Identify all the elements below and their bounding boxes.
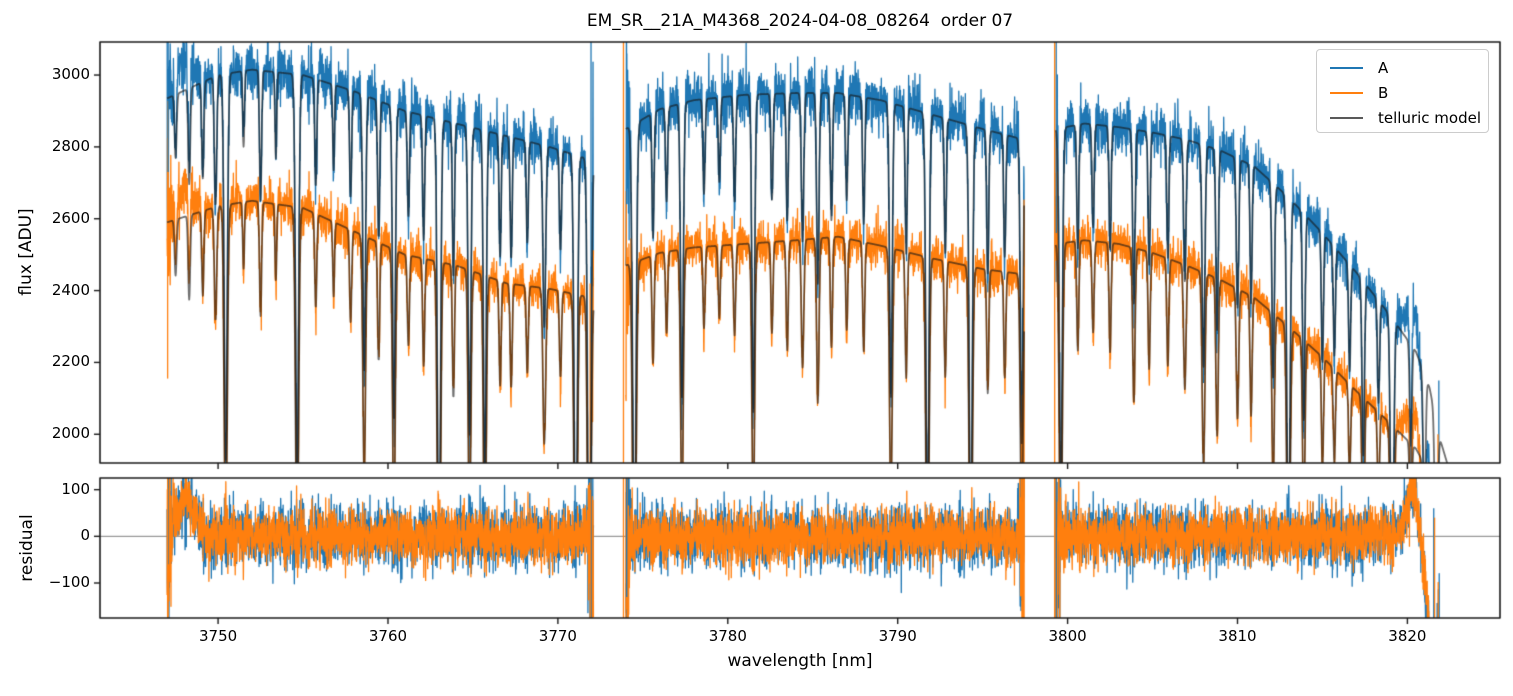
residual-y-tick-label: 0 — [80, 526, 90, 545]
legend-line-sample-telluric — [1330, 116, 1363, 119]
x-tick-label: 3800 — [1048, 627, 1087, 645]
flux-y-tick-label: 2600 — [51, 208, 90, 227]
legend-item-b: B — [1330, 80, 1488, 105]
flux-y-tick-label: 3000 — [51, 65, 90, 84]
x-tick-label: 3760 — [368, 627, 408, 645]
legend-label-a: A — [1378, 58, 1389, 77]
flux-y-tick-label: 2200 — [51, 352, 90, 371]
legend: A B telluric model — [1316, 49, 1489, 133]
x-tick-label: 3750 — [198, 627, 238, 645]
x-tick-label: 3790 — [878, 627, 917, 645]
x-tick-label: 3820 — [1388, 627, 1427, 645]
flux-y-tick-label: 2400 — [51, 280, 90, 299]
flux-axis-label: flux [ADU] — [16, 208, 36, 296]
legend-label-b: B — [1378, 83, 1389, 102]
flux-y-tick-label: 2000 — [51, 424, 90, 443]
legend-line-sample-b — [1330, 91, 1363, 94]
wavelength-axis-label: wavelength [nm] — [727, 651, 873, 671]
legend-line-sample-a — [1330, 66, 1363, 69]
legend-item-telluric-model: telluric model — [1330, 105, 1488, 130]
plot-title: EM_SR__21A_M4368_2024-04-08_08264 order … — [586, 11, 1014, 31]
legend-label-telluric: telluric model — [1378, 108, 1482, 127]
flux-y-tick-label: 2800 — [51, 136, 90, 155]
x-tick-label: 3780 — [708, 627, 747, 645]
x-tick-label: 3810 — [1218, 627, 1257, 645]
x-tick-label: 3770 — [538, 627, 577, 645]
residual-y-tick-label: 100 — [61, 479, 90, 498]
legend-item-a: A — [1330, 55, 1488, 80]
residual-y-tick-label: −100 — [48, 573, 90, 591]
